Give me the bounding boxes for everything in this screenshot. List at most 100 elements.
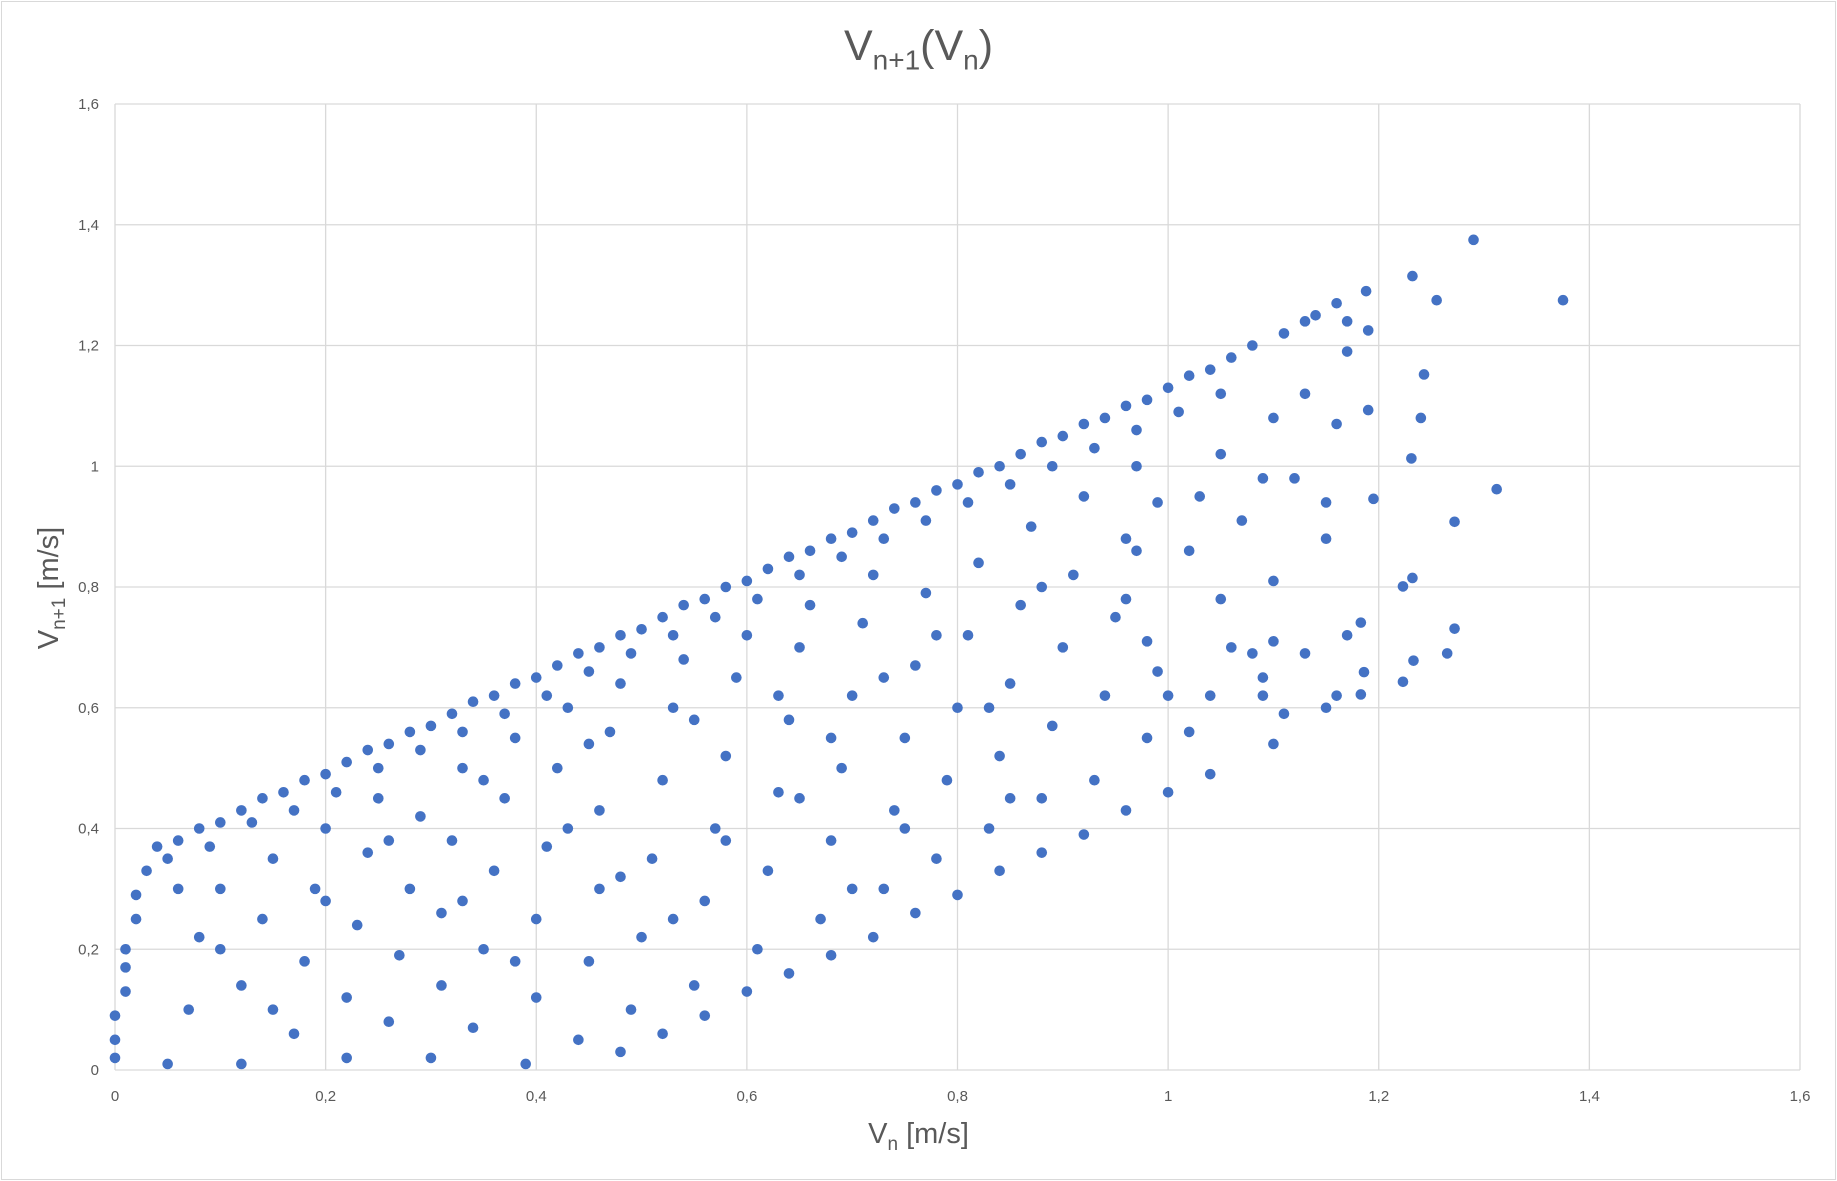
y-tick-label: 0,6 bbox=[78, 700, 99, 717]
data-point bbox=[731, 672, 742, 683]
data-point bbox=[488, 865, 500, 877]
y-tick-label: 1,2 bbox=[78, 338, 99, 355]
data-point bbox=[804, 599, 816, 611]
x-tick-label: 0,4 bbox=[526, 1088, 547, 1105]
data-point bbox=[1162, 786, 1174, 798]
xlabel-sub: n bbox=[887, 1133, 899, 1155]
y-tick-label: 0,4 bbox=[78, 821, 99, 838]
title-sub1: n+1 bbox=[872, 44, 921, 76]
data-point bbox=[541, 690, 553, 701]
data-point bbox=[794, 569, 805, 581]
data-point bbox=[1468, 234, 1479, 246]
data-point bbox=[583, 956, 595, 967]
data-point bbox=[594, 805, 605, 816]
data-point bbox=[910, 497, 921, 508]
data-point bbox=[952, 889, 963, 901]
data-point bbox=[1355, 689, 1367, 700]
data-point bbox=[1131, 460, 1142, 472]
data-point bbox=[657, 611, 668, 623]
data-point bbox=[1341, 346, 1353, 357]
x-tick-label: 1,2 bbox=[1368, 1088, 1389, 1105]
data-point bbox=[204, 841, 216, 852]
data-point bbox=[678, 599, 689, 611]
data-point bbox=[1257, 473, 1269, 484]
data-point bbox=[467, 1022, 479, 1034]
data-point bbox=[351, 919, 363, 931]
data-point bbox=[594, 883, 605, 895]
data-point bbox=[583, 738, 595, 750]
data-point bbox=[1341, 630, 1353, 641]
data-point bbox=[910, 907, 921, 919]
data-point bbox=[815, 913, 826, 925]
data-point bbox=[562, 702, 574, 714]
data-point bbox=[162, 853, 173, 864]
data-point bbox=[1152, 497, 1163, 508]
data-point bbox=[1015, 599, 1026, 611]
data-point bbox=[1449, 516, 1460, 528]
data-point bbox=[530, 672, 542, 683]
x-tick-label: 1,6 bbox=[1790, 1088, 1811, 1105]
data-point bbox=[878, 533, 890, 544]
data-point bbox=[1215, 388, 1227, 400]
data-point bbox=[1449, 623, 1460, 634]
data-point bbox=[299, 956, 310, 967]
data-point bbox=[478, 774, 489, 786]
data-point bbox=[193, 931, 205, 943]
data-point bbox=[1036, 793, 1048, 804]
data-point bbox=[794, 793, 805, 804]
data-point bbox=[657, 774, 668, 786]
data-point bbox=[1247, 648, 1258, 659]
data-point bbox=[1362, 404, 1374, 416]
data-point bbox=[931, 630, 942, 641]
data-point bbox=[1268, 575, 1279, 587]
data-point bbox=[425, 1052, 437, 1064]
data-point bbox=[552, 762, 563, 774]
data-point bbox=[762, 563, 774, 575]
xlabel-unit: [m/s] bbox=[898, 1118, 969, 1150]
data-point bbox=[509, 956, 521, 967]
data-point bbox=[994, 865, 1005, 877]
data-point bbox=[1036, 581, 1048, 593]
x-tick-label: 0 bbox=[111, 1088, 119, 1105]
data-point bbox=[1046, 720, 1058, 732]
data-point bbox=[657, 1028, 668, 1040]
data-point bbox=[1089, 442, 1100, 454]
data-point bbox=[415, 811, 426, 822]
data-point bbox=[889, 503, 900, 514]
data-point bbox=[1099, 412, 1111, 424]
data-point bbox=[1089, 774, 1100, 786]
data-point bbox=[1204, 768, 1216, 780]
data-point bbox=[646, 853, 658, 864]
data-point bbox=[130, 913, 142, 925]
data-point bbox=[857, 617, 869, 629]
data-point bbox=[1015, 448, 1026, 460]
data-point bbox=[1025, 521, 1037, 532]
data-point bbox=[804, 545, 816, 557]
y-tick-label: 1 bbox=[91, 458, 99, 475]
data-point bbox=[973, 557, 984, 569]
data-point bbox=[1183, 545, 1195, 557]
data-point bbox=[920, 515, 932, 526]
data-point bbox=[867, 931, 879, 943]
data-point bbox=[846, 690, 858, 701]
y-tick-label: 0 bbox=[91, 1062, 99, 1079]
data-point bbox=[825, 949, 837, 961]
data-point bbox=[1299, 316, 1311, 327]
data-point bbox=[1057, 642, 1069, 653]
data-point bbox=[952, 702, 963, 714]
data-point bbox=[741, 986, 753, 997]
data-point bbox=[1004, 479, 1016, 490]
data-point bbox=[836, 551, 847, 563]
data-point bbox=[562, 823, 574, 834]
data-point bbox=[983, 823, 995, 834]
data-point bbox=[1215, 593, 1227, 605]
title-sub2: n bbox=[963, 44, 979, 76]
data-point bbox=[899, 823, 911, 834]
data-point bbox=[709, 611, 721, 623]
data-point bbox=[1331, 418, 1342, 430]
data-point bbox=[1397, 676, 1409, 688]
data-point bbox=[215, 943, 226, 955]
data-point bbox=[973, 466, 984, 478]
data-point bbox=[446, 835, 458, 846]
data-point bbox=[1120, 593, 1132, 605]
